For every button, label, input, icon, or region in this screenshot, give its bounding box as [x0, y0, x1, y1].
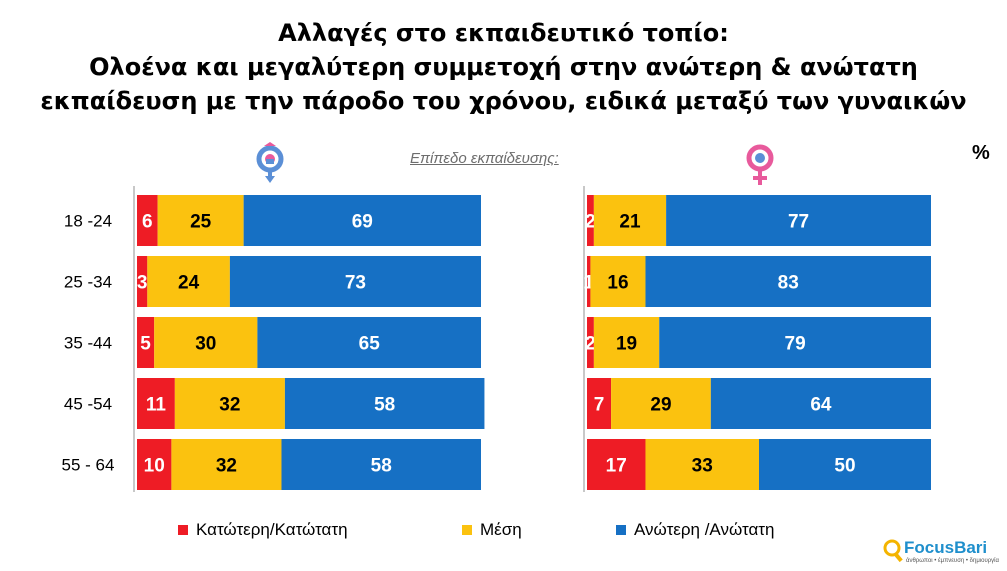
- legend-label-high: Ανώτερη /Ανώτατη: [634, 520, 775, 539]
- female-data-label-low: 2: [585, 334, 596, 355]
- category-label: 45 -54: [64, 395, 112, 414]
- male-data-label-high: 58: [374, 395, 395, 416]
- legend-label-low: Κατώτερη/Κατώτατη: [196, 520, 348, 539]
- female-data-label-mid: 16: [607, 273, 628, 294]
- legend: Κατώτερη/Κατώτατη Μέση Ανώτερη /Ανώτατη: [0, 520, 1007, 544]
- female-bar-high: [666, 195, 931, 246]
- category-label: 18 -24: [64, 212, 112, 231]
- male-bar-low: [137, 317, 155, 368]
- male-bar-mid: [157, 195, 244, 246]
- male-data-label-high: 73: [345, 273, 366, 294]
- female-bar-low: [587, 195, 594, 246]
- logo-tagline: άνθρωποι • έμπνευση • δημιουργία: [906, 558, 999, 564]
- male-bar-low: [137, 195, 158, 246]
- male-data-label-mid: 32: [219, 395, 240, 416]
- male-bar-low: [137, 439, 172, 490]
- legend-item-low: Κατώτερη/Κατώτατη: [178, 520, 348, 540]
- female-bar-low: [587, 378, 612, 429]
- female-data-label-low: 17: [606, 456, 627, 477]
- female-data-label-high: 79: [785, 334, 806, 355]
- focusbari-logo: FocusBari άνθρωποι • έμπνευση • δημιουργ…: [882, 536, 1002, 568]
- male-data-label-mid: 32: [216, 456, 237, 477]
- chart-title-line-1: Αλλαγές στο εκπαιδευτικό τοπίο:: [278, 19, 729, 47]
- female-bar-high: [710, 378, 931, 429]
- female-bar-mid: [645, 439, 759, 490]
- male-data-label-low: 6: [142, 212, 153, 233]
- male-data-label-high: 58: [371, 456, 392, 477]
- male-bar-high: [257, 317, 481, 368]
- male-bar-mid: [154, 317, 258, 368]
- male-data-label-low: 3: [137, 273, 148, 294]
- female-data-label-mid: 33: [692, 456, 713, 477]
- male-data-label-high: 69: [352, 212, 373, 233]
- female-symbol-icon: [746, 144, 774, 185]
- male-bar-low: [137, 378, 175, 429]
- female-bar-low: [587, 256, 591, 307]
- female-data-label-mid: 29: [650, 395, 671, 416]
- male-bar-high: [243, 195, 481, 246]
- male-bar-mid: [147, 256, 230, 307]
- male-bar-high: [281, 439, 481, 490]
- logo-name-focus: Focus: [904, 538, 955, 557]
- category-label: 35 -44: [64, 334, 112, 353]
- male-data-label-mid: 25: [190, 212, 212, 233]
- male-bar-mid: [171, 439, 282, 490]
- female-bar-high: [645, 256, 931, 307]
- female-data-label-mid: 19: [616, 334, 637, 355]
- legend-item-high: Ανώτερη /Ανώτατη: [616, 520, 774, 540]
- legend-swatch-mid: [462, 525, 472, 535]
- male-data-label-mid: 24: [178, 273, 200, 294]
- male-data-label-high: 65: [359, 334, 381, 355]
- unit-label: %: [972, 142, 990, 164]
- magnifier-icon: [883, 539, 903, 563]
- female-data-label-low: 2: [585, 212, 596, 233]
- female-bar-high: [759, 439, 931, 490]
- male-data-label-low: 10: [144, 456, 165, 477]
- logo-text: FocusBari: [904, 538, 987, 558]
- logo-name-bari: Bari: [954, 538, 988, 557]
- female-bar-mid: [593, 317, 660, 368]
- female-bar-high: [659, 317, 931, 368]
- legend-swatch-low: [178, 525, 188, 535]
- legend-item-mid: Μέση: [462, 520, 522, 540]
- male-data-label-mid: 30: [195, 334, 216, 355]
- female-bar-low: [587, 439, 646, 490]
- chart-title-line-3: εκπαίδευση με την πάροδο του χρόνου, ειδ…: [40, 87, 967, 115]
- female-data-label-low: 1: [583, 273, 594, 294]
- male-bar-high: [284, 378, 485, 429]
- female-bar-mid: [611, 378, 711, 429]
- female-data-label-high: 50: [834, 456, 855, 477]
- male-symbol-icon: [256, 142, 284, 183]
- male-bar-high: [229, 256, 481, 307]
- male-bar-mid: [174, 378, 285, 429]
- chart-title-line-2: Ολοένα και μεγαλύτερη συμμετοχή στην ανώ…: [89, 53, 918, 81]
- chart-subtitle: Επίπεδο εκπαίδευσης:: [410, 150, 559, 167]
- female-bar-mid: [590, 256, 646, 307]
- male-data-label-low: 11: [146, 395, 167, 416]
- female-data-label-high: 77: [788, 212, 809, 233]
- female-data-label-high: 64: [810, 395, 832, 416]
- male-bar-low: [137, 256, 148, 307]
- legend-label-mid: Μέση: [480, 520, 522, 539]
- category-label: 55 - 64: [62, 456, 115, 475]
- category-label: 25 -34: [64, 273, 112, 292]
- female-bar-mid: [593, 195, 667, 246]
- legend-swatch-high: [616, 525, 626, 535]
- female-bar-low: [587, 317, 594, 368]
- female-data-label-high: 83: [778, 273, 799, 294]
- female-data-label-low: 7: [594, 395, 605, 416]
- male-data-label-low: 5: [140, 334, 151, 355]
- female-data-label-mid: 21: [619, 212, 641, 233]
